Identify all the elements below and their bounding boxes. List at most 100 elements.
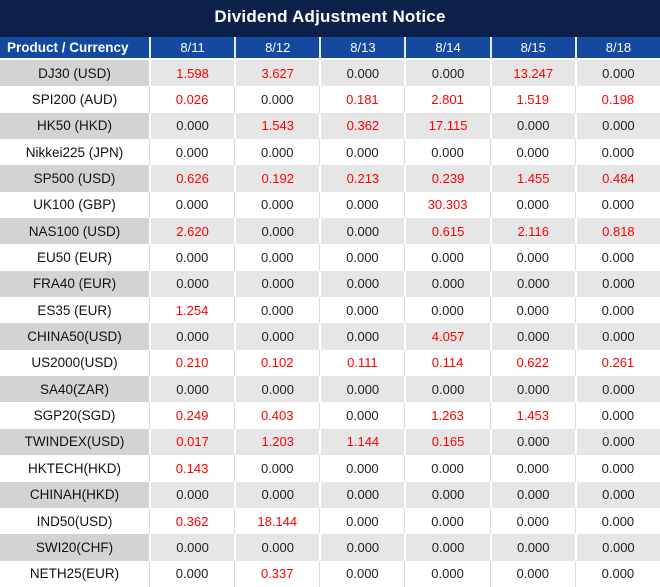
column-header-date-2: 8/12 — [234, 37, 320, 58]
dividend-value-cell: 0.000 — [149, 376, 235, 403]
dividend-value-cell: 0.000 — [234, 191, 320, 219]
dividend-value-cell: 0.213 — [319, 165, 405, 192]
dividend-value-cell: 18.144 — [234, 507, 320, 535]
column-header-date-3: 8/13 — [319, 37, 405, 58]
dividend-value-cell: 0.000 — [319, 191, 405, 219]
dividend-value-cell: 0.626 — [149, 165, 235, 192]
product-cell: SA40(ZAR) — [0, 376, 149, 403]
dividend-value-cell: 0.111 — [319, 349, 405, 377]
dividend-value-cell: 0.000 — [489, 139, 575, 166]
dividend-value-cell: 0.000 — [574, 323, 660, 350]
product-cell: SGP20(SGD) — [0, 402, 149, 429]
dividend-value-cell: 0.000 — [149, 481, 235, 508]
dividend-value-cell: 1.203 — [234, 428, 320, 456]
dividend-value-cell: 0.000 — [574, 455, 660, 482]
product-cell: TWINDEX(USD) — [0, 428, 149, 456]
dividend-value-cell: 0.000 — [234, 139, 320, 166]
product-cell: HK50 (HKD) — [0, 112, 149, 140]
table-row: CHINA50(USD) 0.000 0.000 0.000 4.057 0.000 0.0… — [0, 323, 660, 350]
dividend-value-cell: 0.000 — [574, 402, 660, 429]
product-cell: US2000(USD) — [0, 349, 149, 377]
dividend-value-cell: 17.115 — [404, 112, 490, 140]
dividend-value-cell: 0.000 — [404, 560, 490, 587]
table-row: ES35 (EUR) 1.254 0.000 0.000 0.000 0.000 0.000 — [0, 297, 660, 324]
product-cell: Nikkei225 (JPN) — [0, 139, 149, 166]
dividend-value-cell: 2.620 — [149, 218, 235, 245]
page-title: Dividend Adjustment Notice — [214, 7, 446, 26]
dividend-value-cell: 0.000 — [319, 560, 405, 587]
table-row: NETH25(EUR) 0.000 0.337 0.000 0.000 0.000 0.00… — [0, 560, 660, 587]
dividend-value-cell: 0.000 — [574, 270, 660, 298]
product-cell: FRA40 (EUR) — [0, 270, 149, 298]
dividend-value-cell: 0.000 — [149, 323, 235, 350]
dividend-value-cell: 0.000 — [234, 376, 320, 403]
product-cell: ES35 (EUR) — [0, 297, 149, 324]
dividend-value-cell: 0.362 — [319, 112, 405, 140]
dividend-value-cell: 0.114 — [404, 349, 490, 377]
dividend-value-cell: 0.000 — [489, 507, 575, 535]
dividend-value-cell: 0.000 — [489, 376, 575, 403]
dividend-value-cell: 0.017 — [149, 428, 235, 456]
dividend-value-cell: 1.453 — [489, 402, 575, 429]
dividend-value-cell: 4.057 — [404, 323, 490, 350]
product-cell: DJ30 (USD) — [0, 60, 149, 87]
dividend-value-cell: 0.000 — [489, 112, 575, 140]
dividend-value-cell: 0.192 — [234, 165, 320, 192]
table-row: SPI200 (AUD) 0.026 0.000 0.181 2.801 1.519 0.1… — [0, 86, 660, 113]
dividend-value-cell: 0.000 — [574, 481, 660, 508]
dividend-value-cell: 0.000 — [489, 323, 575, 350]
table-row: TWINDEX(USD) 0.017 1.203 1.144 0.165 0.000 0.0… — [0, 428, 660, 456]
dividend-value-cell: 0.000 — [574, 534, 660, 561]
dividend-value-cell: 0.000 — [574, 428, 660, 456]
dividend-value-cell: 0.000 — [489, 455, 575, 482]
dividend-value-cell: 1.144 — [319, 428, 405, 456]
dividend-value-cell: 0.000 — [234, 86, 320, 113]
dividend-value-cell: 1.519 — [489, 86, 575, 113]
dividend-value-cell: 0.403 — [234, 402, 320, 429]
dividend-value-cell: 3.627 — [234, 60, 320, 87]
dividend-value-cell: 0.000 — [489, 270, 575, 298]
dividend-value-cell: 0.000 — [489, 560, 575, 587]
dividend-value-cell: 0.000 — [574, 560, 660, 587]
dividend-value-cell: 0.000 — [319, 402, 405, 429]
dividend-value-cell: 0.198 — [574, 86, 660, 113]
dividend-value-cell: 0.000 — [574, 507, 660, 535]
product-cell: HKTECH(HKD) — [0, 455, 149, 482]
dividend-value-cell: 0.000 — [149, 270, 235, 298]
dividend-value-cell: 0.000 — [149, 534, 235, 561]
title-band: Dividend Adjustment Notice — [0, 0, 660, 37]
product-cell: SPI200 (AUD) — [0, 86, 149, 113]
table-row: SP500 (USD) 0.626 0.192 0.213 0.239 1.455 0.48… — [0, 165, 660, 192]
dividend-value-cell: 0.000 — [574, 244, 660, 271]
dividend-value-cell: 0.000 — [319, 507, 405, 535]
dividend-value-cell: 0.261 — [574, 349, 660, 377]
dividend-value-cell: 13.247 — [489, 60, 575, 87]
dividend-value-cell: 0.000 — [319, 297, 405, 324]
dividend-value-cell: 0.210 — [149, 349, 235, 377]
dividend-value-cell: 0.362 — [149, 507, 235, 535]
table-row: CHINAH(HKD) 0.000 0.000 0.000 0.000 0.000 0.00… — [0, 481, 660, 508]
dividend-value-cell: 0.165 — [404, 428, 490, 456]
dividend-value-cell: 0.000 — [234, 455, 320, 482]
dividend-value-cell: 0.000 — [319, 218, 405, 245]
dividend-value-cell: 0.337 — [234, 560, 320, 587]
table-row: Nikkei225 (JPN) 0.000 0.000 0.000 0.000 0.000… — [0, 139, 660, 166]
dividend-value-cell: 0.000 — [149, 560, 235, 587]
dividend-value-cell: 0.000 — [404, 60, 490, 87]
dividend-value-cell: 0.249 — [149, 402, 235, 429]
dividend-value-cell: 0.000 — [574, 297, 660, 324]
dividend-value-cell: 0.000 — [149, 112, 235, 140]
dividend-value-cell: 1.598 — [149, 60, 235, 87]
dividend-value-cell: 0.026 — [149, 86, 235, 113]
table-body: DJ30 (USD) 1.598 3.627 0.000 0.000 13.247 0.00… — [0, 60, 660, 587]
product-cell: NAS100 (USD) — [0, 218, 149, 245]
dividend-value-cell: 0.000 — [574, 60, 660, 87]
dividend-value-cell: 0.000 — [489, 297, 575, 324]
dividend-value-cell: 2.116 — [489, 218, 575, 245]
table-row: SWI20(CHF) 0.000 0.000 0.000 0.000 0.000 0.000 — [0, 534, 660, 561]
product-cell: UK100 (GBP) — [0, 191, 149, 219]
dividend-value-cell: 0.102 — [234, 349, 320, 377]
table-row: NAS100 (USD) 2.620 0.000 0.000 0.615 2.116 0.8… — [0, 218, 660, 245]
dividend-value-cell: 0.000 — [574, 376, 660, 403]
dividend-value-cell: 0.484 — [574, 165, 660, 192]
